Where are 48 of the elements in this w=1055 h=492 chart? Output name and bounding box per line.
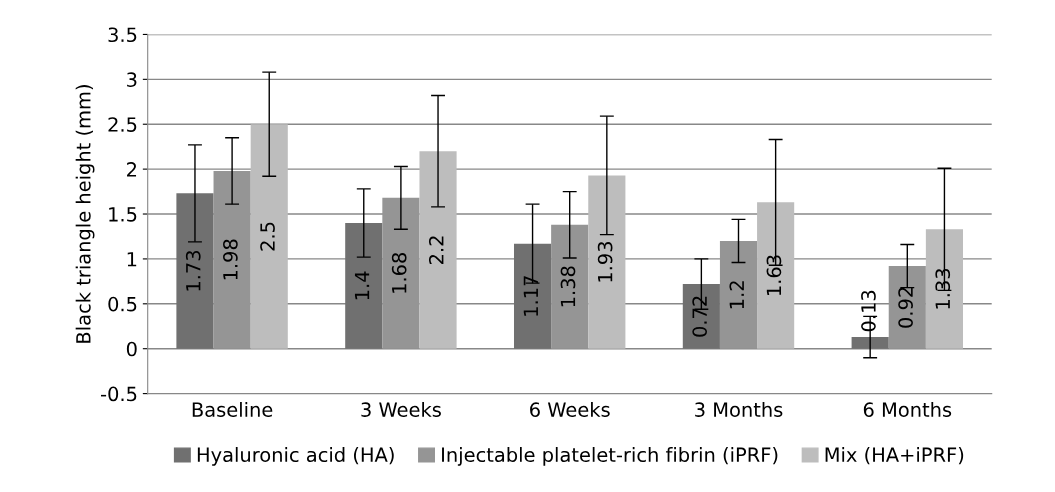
data-label: 2.2 <box>428 236 444 264</box>
bar <box>682 284 720 349</box>
legend-label: Injectable platelet-rich fibrin (iPRF) <box>442 447 778 466</box>
y-tick-label: 1 <box>127 252 137 267</box>
bar <box>851 337 889 349</box>
data-label: 1.93 <box>597 241 613 282</box>
data-label: 1.38 <box>560 266 576 307</box>
data-label: 1.33 <box>935 268 951 309</box>
bar <box>925 229 963 349</box>
y-axis-title: Black triangle height (mm) <box>75 85 95 343</box>
y-tick-label: 0 <box>126 341 137 357</box>
legend-label: Mix (HA+iPRF) <box>825 447 964 465</box>
data-label: 1.4 <box>354 271 370 300</box>
x-tick-label: 3 Months <box>695 401 783 417</box>
x-tick-label: 6 Months <box>863 401 952 417</box>
data-label: 1.73 <box>185 250 201 291</box>
data-label: 2.5 <box>260 222 275 251</box>
data-label: 1.17 <box>523 276 538 316</box>
x-tick-label: 3 Weeks <box>361 401 441 417</box>
bar <box>382 197 420 349</box>
bar <box>213 170 251 349</box>
bar <box>757 202 795 349</box>
bar <box>514 243 552 349</box>
y-tick-label: 3.5 <box>108 27 137 43</box>
bar <box>551 224 589 349</box>
legend-label: Hyaluronic acid (HA) <box>197 447 394 466</box>
bar <box>345 223 383 349</box>
bar <box>250 124 288 349</box>
data-label: 0.92 <box>898 287 913 328</box>
y-tick-label: 0.5 <box>108 296 137 312</box>
data-label: 0.72 <box>692 296 708 337</box>
y-tick-label: 1.5 <box>109 207 137 222</box>
bar <box>719 240 758 349</box>
y-tick-label: -0.5 <box>100 386 137 402</box>
x-tick-label: 6 Weeks <box>530 401 610 417</box>
data-label: 1.68 <box>391 252 407 293</box>
y-tick-label: 2.5 <box>108 117 137 132</box>
x-tick-label: Baseline <box>192 401 273 417</box>
bar <box>588 175 626 349</box>
y-tick-label: 2 <box>127 162 137 177</box>
bar <box>888 266 926 349</box>
bar <box>176 193 214 349</box>
data-label: 0.13 <box>861 290 876 332</box>
bar <box>419 151 457 349</box>
y-tick-label: 3 <box>127 72 137 87</box>
data-label: 1.63 <box>766 255 782 296</box>
data-label: 1.98 <box>223 239 238 280</box>
data-label: 1.2 <box>729 281 744 309</box>
